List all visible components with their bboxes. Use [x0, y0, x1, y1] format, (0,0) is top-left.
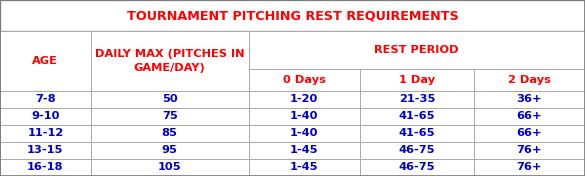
- Text: 41-65: 41-65: [398, 111, 435, 121]
- Text: 66+: 66+: [517, 128, 542, 138]
- Text: DAILY MAX (PITCHES IN
GAME/DAY): DAILY MAX (PITCHES IN GAME/DAY): [95, 49, 245, 73]
- Text: 7-8: 7-8: [35, 94, 56, 104]
- Bar: [91, 108, 249, 125]
- Bar: [0, 125, 91, 142]
- Bar: [91, 31, 249, 91]
- Bar: [474, 142, 585, 159]
- Text: 95: 95: [161, 145, 178, 155]
- Bar: [249, 69, 360, 91]
- Bar: [91, 142, 249, 159]
- Text: 1-40: 1-40: [290, 111, 318, 121]
- Text: 11-12: 11-12: [27, 128, 63, 138]
- Text: 9-10: 9-10: [31, 111, 60, 121]
- Bar: [0, 91, 91, 108]
- Text: 36+: 36+: [517, 94, 542, 104]
- Text: 76+: 76+: [517, 145, 542, 155]
- Bar: [249, 159, 360, 176]
- Bar: [0, 31, 91, 91]
- Text: AGE: AGE: [32, 56, 58, 66]
- Bar: [91, 159, 249, 176]
- Bar: [0, 0, 585, 31]
- Text: 66+: 66+: [517, 111, 542, 121]
- Bar: [360, 159, 474, 176]
- Bar: [0, 159, 91, 176]
- Bar: [360, 108, 474, 125]
- Bar: [91, 91, 249, 108]
- Text: 46-75: 46-75: [398, 162, 435, 172]
- Text: 21-35: 21-35: [398, 94, 435, 104]
- Text: 50: 50: [162, 94, 177, 104]
- Bar: [91, 125, 249, 142]
- Text: 1-20: 1-20: [290, 94, 318, 104]
- Text: 1-45: 1-45: [290, 145, 318, 155]
- Text: 2 Days: 2 Days: [508, 75, 551, 85]
- Text: 105: 105: [158, 162, 181, 172]
- Text: 85: 85: [161, 128, 178, 138]
- Text: TOURNAMENT PITCHING REST REQUIREMENTS: TOURNAMENT PITCHING REST REQUIREMENTS: [126, 9, 459, 22]
- Bar: [249, 108, 360, 125]
- Bar: [474, 69, 585, 91]
- Bar: [249, 125, 360, 142]
- Text: 76+: 76+: [517, 162, 542, 172]
- Bar: [360, 125, 474, 142]
- Bar: [0, 142, 91, 159]
- Text: 75: 75: [162, 111, 177, 121]
- Bar: [0, 108, 91, 125]
- Text: 0 Days: 0 Days: [283, 75, 326, 85]
- Text: 13-15: 13-15: [27, 145, 64, 155]
- Bar: [474, 159, 585, 176]
- Text: 16-18: 16-18: [27, 162, 64, 172]
- Bar: [474, 125, 585, 142]
- Text: 1-45: 1-45: [290, 162, 318, 172]
- Bar: [360, 69, 474, 91]
- Bar: [360, 142, 474, 159]
- Text: 1 Day: 1 Day: [399, 75, 435, 85]
- Bar: [360, 91, 474, 108]
- Text: REST PERIOD: REST PERIOD: [374, 45, 459, 55]
- Text: 46-75: 46-75: [398, 145, 435, 155]
- Bar: [474, 108, 585, 125]
- Text: 1-40: 1-40: [290, 128, 318, 138]
- Text: 41-65: 41-65: [398, 128, 435, 138]
- Bar: [474, 91, 585, 108]
- Bar: [249, 31, 585, 69]
- Bar: [249, 142, 360, 159]
- Bar: [249, 91, 360, 108]
